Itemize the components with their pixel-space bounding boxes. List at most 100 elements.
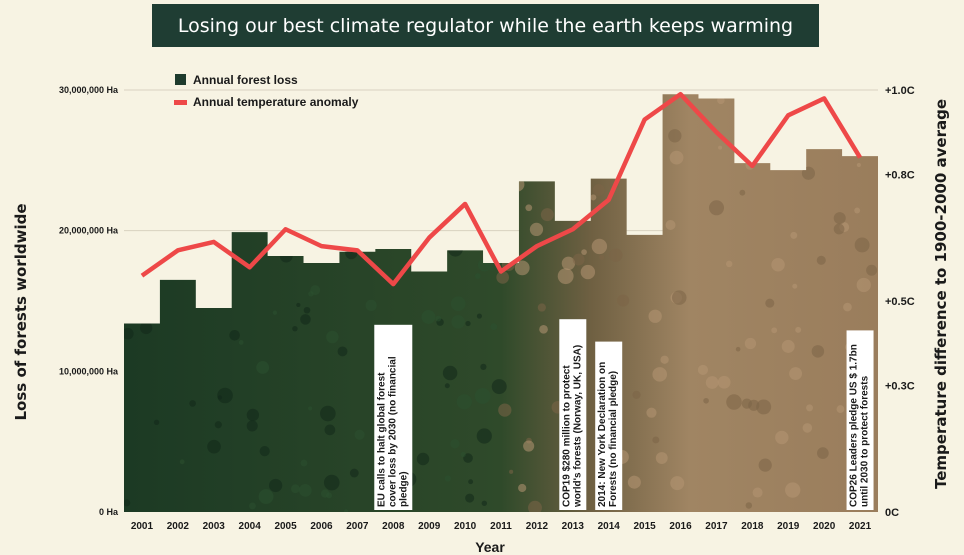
annotation-text: Forests (no financial pledge)	[608, 371, 619, 507]
legend-swatch-temp	[174, 100, 187, 105]
texture-blob	[409, 188, 424, 203]
texture-blob	[587, 128, 595, 136]
texture-blob	[212, 274, 218, 280]
texture-blob	[451, 117, 462, 128]
x-tick-label: 2006	[310, 521, 333, 532]
right-tick-label: +1.0C	[885, 85, 915, 97]
x-tick-label: 2020	[813, 521, 836, 532]
texture-blob	[204, 224, 213, 233]
bar-2006	[304, 263, 340, 512]
texture-blob	[211, 168, 216, 173]
texture-blob	[785, 141, 791, 147]
texture-blob	[326, 162, 333, 169]
texture-blob	[136, 218, 141, 223]
x-tick-label: 2001	[131, 521, 154, 532]
texture-blob	[393, 193, 399, 199]
texture-blob	[484, 191, 494, 201]
annotation-text: 2014: New York Declaration on	[597, 362, 608, 507]
texture-blob	[757, 96, 772, 111]
texture-blob	[201, 296, 208, 303]
texture-blob	[216, 159, 231, 174]
texture-blob	[434, 133, 446, 145]
x-tick-label: 2007	[346, 521, 369, 532]
bar-2017	[698, 98, 734, 512]
texture-blob	[223, 209, 236, 222]
texture-blob	[297, 190, 304, 197]
x-tick-label: 2012	[526, 521, 549, 532]
x-tick-label: 2004	[239, 521, 262, 532]
bar-2010	[447, 250, 483, 512]
texture-blob	[130, 190, 138, 198]
right-tick-label: 0C	[885, 507, 899, 519]
texture-blob	[259, 213, 270, 224]
texture-blob	[139, 231, 147, 239]
texture-blob	[492, 107, 502, 117]
texture-blob	[179, 134, 184, 139]
texture-blob	[651, 92, 659, 100]
x-tick-label: 2014	[598, 521, 621, 532]
bar-2011	[483, 263, 519, 512]
annotation-text: world's forests (Norway, UK, USA)	[572, 345, 583, 508]
texture-blob	[623, 86, 634, 97]
bar-2003	[196, 308, 232, 512]
texture-blob	[329, 236, 335, 242]
texture-blob	[551, 163, 566, 178]
texture-blob	[538, 96, 546, 104]
texture-blob	[419, 205, 428, 214]
x-tick-label: 2021	[849, 521, 872, 532]
texture-blob	[469, 152, 477, 160]
bar-2004	[232, 232, 268, 512]
texture-blob	[592, 124, 597, 129]
texture-blob	[173, 179, 183, 189]
texture-blob	[441, 111, 456, 126]
texture-blob	[131, 231, 135, 235]
texture-blob	[614, 90, 620, 96]
x-tick-label: 2009	[418, 521, 441, 532]
bar-2019	[770, 170, 806, 512]
texture-blob	[427, 182, 431, 186]
x-tick-label: 2016	[669, 521, 692, 532]
texture-blob	[498, 143, 505, 150]
bar-2015	[627, 235, 663, 512]
right-tick-label: +0.8C	[885, 169, 915, 181]
annotation-text: EU calls to halt global forest	[376, 372, 387, 507]
texture-blob	[856, 86, 868, 98]
texture-blob	[320, 187, 326, 193]
texture-blob	[122, 294, 126, 298]
annotation-text: cover loss by 2030 (no financial	[387, 356, 398, 507]
x-tick-label: 2018	[741, 521, 764, 532]
left-tick-label: 20,000,000 Ha	[59, 226, 119, 236]
texture-blob	[596, 147, 606, 157]
x-tick-label: 2019	[777, 521, 800, 532]
texture-blob	[422, 202, 426, 206]
texture-blob	[134, 228, 144, 238]
left-tick-label: 0 Ha	[99, 507, 119, 517]
texture-blob	[628, 211, 636, 219]
texture-blob	[377, 131, 383, 137]
texture-blob	[342, 139, 348, 145]
texture-blob	[367, 95, 380, 108]
legend-label-temp: Annual temperature anomaly	[193, 95, 359, 109]
x-tick-label: 2017	[705, 521, 728, 532]
left-tick-label: 30,000,000 Ha	[59, 85, 119, 95]
bar-2007	[339, 252, 375, 512]
texture-blob	[471, 193, 478, 200]
annotation-text: COP26 Leaders pledge US $ 1.7bn	[849, 344, 860, 507]
texture-blob	[618, 152, 624, 158]
texture-blob	[379, 91, 393, 105]
x-tick-label: 2002	[167, 521, 190, 532]
texture-blob	[547, 164, 555, 172]
right-tick-label: +0.3C	[885, 380, 915, 392]
texture-blob	[341, 171, 353, 183]
texture-blob	[588, 147, 595, 154]
texture-blob	[155, 238, 171, 254]
texture-blob	[481, 87, 495, 101]
bar-2009	[411, 271, 447, 512]
texture-blob	[155, 231, 171, 247]
annotation-text: until 2030 to protect forests	[860, 375, 871, 507]
x-tick-label: 2005	[274, 521, 297, 532]
x-tick-label: 2003	[203, 521, 226, 532]
